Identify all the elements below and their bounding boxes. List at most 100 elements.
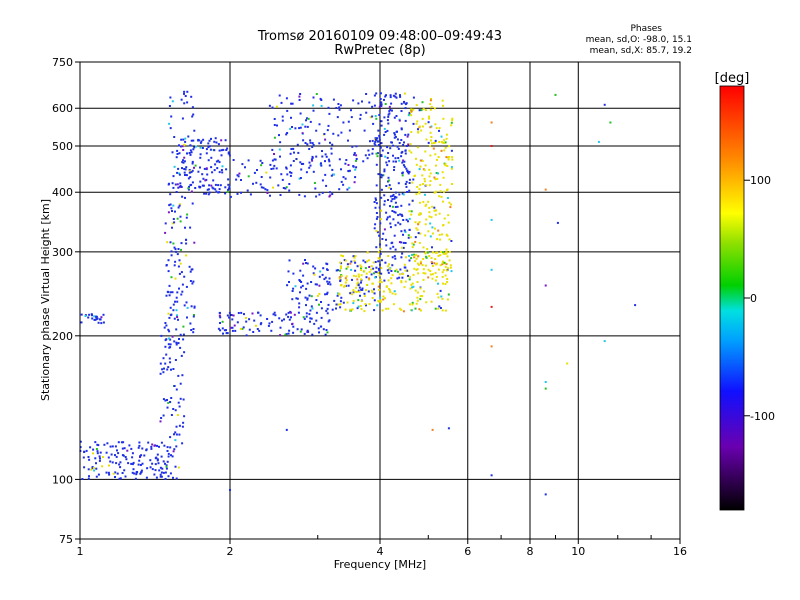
data-point <box>299 93 301 95</box>
data-point <box>389 291 391 293</box>
data-point <box>133 468 135 470</box>
data-point <box>371 116 373 118</box>
data-point <box>304 126 306 128</box>
data-point <box>183 168 185 170</box>
data-point <box>306 316 308 318</box>
data-point <box>450 124 452 126</box>
data-point <box>185 243 187 245</box>
data-point <box>184 141 186 143</box>
data-point <box>449 251 451 253</box>
data-point <box>164 346 166 348</box>
data-point <box>445 275 447 277</box>
data-point <box>379 137 381 139</box>
data-point <box>225 168 227 170</box>
data-point <box>419 233 421 235</box>
data-point <box>368 277 370 279</box>
data-point <box>441 298 443 300</box>
data-point <box>394 290 396 292</box>
data-point <box>324 139 326 141</box>
data-point <box>338 293 340 295</box>
data-point <box>397 146 399 148</box>
data-point <box>384 96 386 98</box>
data-point <box>255 182 257 184</box>
data-point <box>319 271 321 273</box>
data-point <box>342 184 344 186</box>
data-point <box>415 193 417 195</box>
data-point <box>176 172 178 174</box>
data-point <box>138 447 140 449</box>
data-point <box>103 314 105 316</box>
data-point <box>377 260 379 262</box>
data-point <box>368 259 370 261</box>
data-point <box>328 113 330 115</box>
data-point <box>416 104 418 106</box>
data-point <box>349 130 351 132</box>
data-point <box>181 196 183 198</box>
data-point <box>337 269 339 271</box>
data-point <box>422 264 424 266</box>
data-point <box>312 142 314 144</box>
colorbar-tick-label: 0 <box>750 292 757 305</box>
data-point <box>290 312 292 314</box>
data-point <box>176 291 178 293</box>
data-point <box>401 277 403 279</box>
data-point <box>245 321 247 323</box>
data-point <box>274 314 276 316</box>
data-point <box>119 466 121 468</box>
data-point <box>314 188 316 190</box>
data-point <box>393 166 395 168</box>
data-point <box>91 318 93 320</box>
data-point <box>411 309 413 311</box>
data-point <box>431 257 433 259</box>
data-point <box>378 286 380 288</box>
data-point <box>173 175 175 177</box>
data-point <box>430 172 432 174</box>
data-point <box>140 454 142 456</box>
data-point <box>182 118 184 120</box>
data-point <box>169 105 171 107</box>
data-point <box>388 113 390 115</box>
data-point <box>153 474 155 476</box>
data-point <box>357 282 359 284</box>
data-point <box>274 118 276 120</box>
data-point <box>193 146 195 148</box>
data-point <box>311 334 313 336</box>
data-point <box>158 446 160 448</box>
data-point <box>96 444 98 446</box>
data-point <box>451 118 453 120</box>
data-point <box>425 109 427 111</box>
data-point <box>395 206 397 208</box>
data-point <box>260 323 262 325</box>
data-point <box>298 312 300 314</box>
data-point <box>89 446 91 448</box>
data-point <box>302 139 304 141</box>
data-point <box>269 177 271 179</box>
data-point <box>308 118 310 120</box>
data-point <box>216 167 218 169</box>
data-point <box>307 263 309 265</box>
data-point <box>329 283 331 285</box>
data-point <box>388 279 390 281</box>
data-point <box>442 105 444 107</box>
data-point <box>379 139 381 141</box>
data-point <box>100 322 102 324</box>
data-point <box>309 317 311 319</box>
data-point <box>371 153 373 155</box>
data-point <box>401 162 403 164</box>
data-point <box>370 269 372 271</box>
data-point <box>414 175 416 177</box>
data-point <box>192 331 194 333</box>
data-point <box>163 445 165 447</box>
data-point <box>435 214 437 216</box>
data-point <box>447 214 449 216</box>
data-point <box>106 442 108 444</box>
data-point <box>289 128 291 130</box>
data-point <box>405 168 407 170</box>
data-point <box>413 268 415 270</box>
data-point <box>345 159 347 161</box>
data-point <box>430 99 432 101</box>
data-point <box>423 272 425 274</box>
data-point <box>380 98 382 100</box>
data-point <box>114 476 116 478</box>
data-point <box>168 456 170 458</box>
